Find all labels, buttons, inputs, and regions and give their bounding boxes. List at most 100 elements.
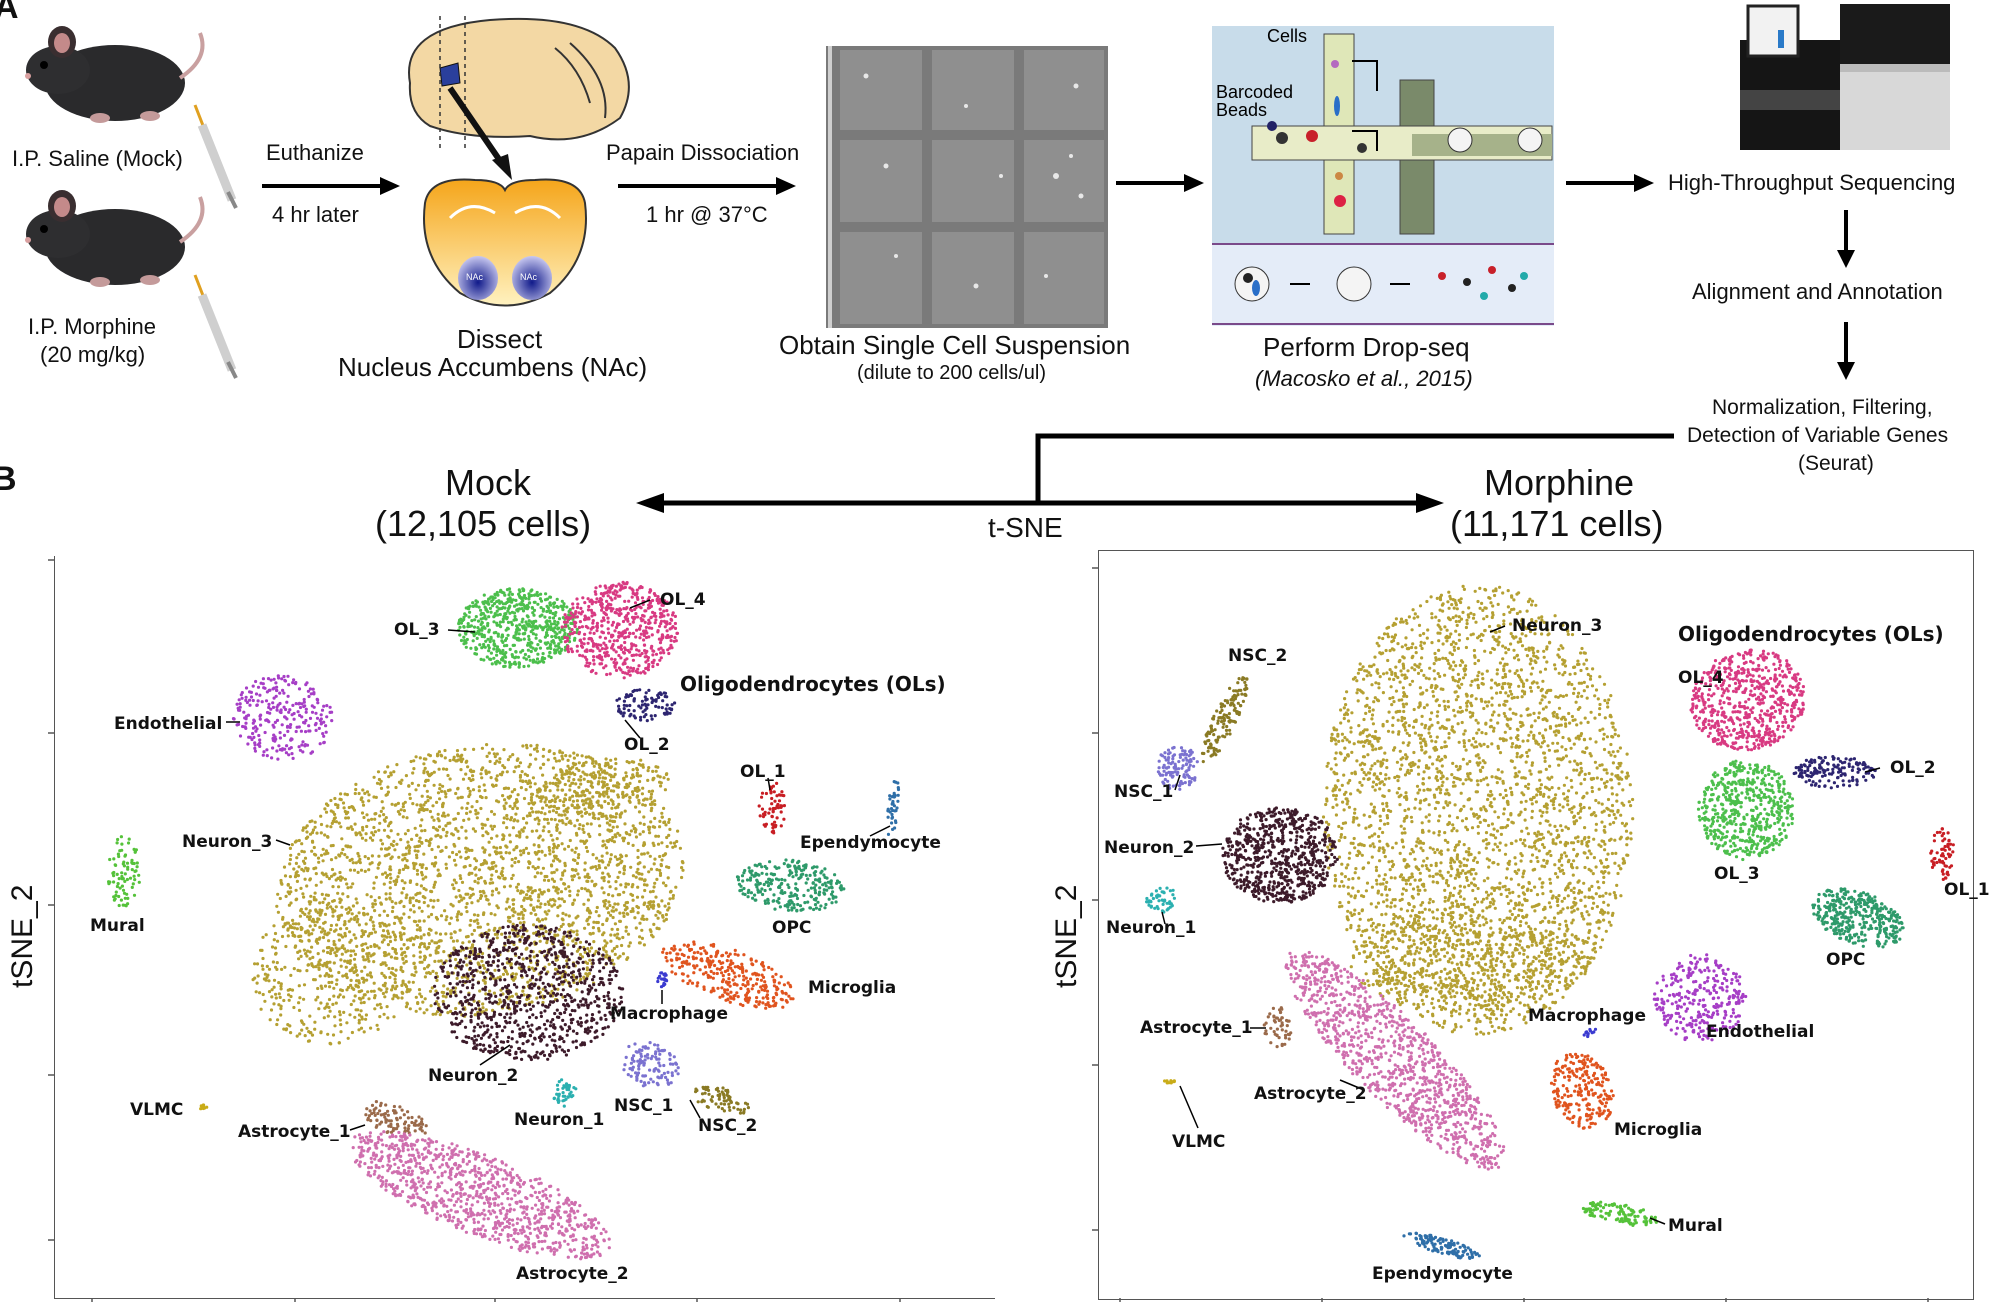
mock-treatment-label: I.P. Saline (Mock) — [12, 146, 183, 171]
mock-cluster-neuron1 — [552, 1078, 578, 1108]
single-cell-suspension-label: Obtain Single Cell Suspension — [779, 330, 1131, 360]
arrow-to-dropseq-icon — [1116, 174, 1204, 192]
morphine-cluster-ependymocyte — [1402, 1231, 1481, 1260]
mock-label-ols: Oligodendrocytes (OLs) — [680, 672, 946, 696]
mock-cluster-astrocyte2 — [351, 1130, 611, 1261]
mock-leader-nsc2 — [689, 1099, 701, 1119]
arrow-papain-icon — [618, 177, 796, 195]
mock-leader-ol1 — [767, 777, 771, 791]
morphine-cell-count: (11,171 cells) — [1450, 503, 1664, 544]
mock-cell-count: (12,105 cells) — [375, 503, 592, 544]
dropseq-beads-label1: Barcoded — [1216, 82, 1293, 102]
morphine-label-ol2: OL_2 — [1890, 758, 1936, 778]
morphine-label-macrophage: Macrophage — [1528, 1006, 1646, 1026]
morphine-cluster-endothelial — [1652, 953, 1748, 1042]
morphine-leader-astrocyte2 — [1339, 1079, 1365, 1091]
morphine-cluster-mural — [1581, 1200, 1658, 1227]
mock-cluster-neuron3 — [275, 743, 685, 1018]
mock-cluster-ol4 — [560, 580, 680, 680]
mock-cluster-ol1 — [757, 781, 787, 835]
morphine-tsne-plot — [1098, 550, 1974, 1300]
mock-title: Mock — [445, 462, 532, 503]
mock-label-ol1: OL_1 — [740, 762, 786, 782]
morphine-treatment-label: I.P. Morphine — [28, 314, 157, 339]
mock-cluster-macrophage — [656, 971, 669, 989]
morphine-cluster-nsc1 — [1156, 745, 1199, 791]
mock-label-astrocyte2: Astrocyte_2 — [516, 1264, 629, 1284]
arrow-to-alignment-icon — [1837, 210, 1855, 268]
dropseq-cells-label: Cells — [1267, 26, 1307, 46]
mock-tsne-plot — [54, 556, 995, 1299]
normalization-label-2: Detection of Variable Genes — [1687, 424, 1949, 447]
mock-label-vlmc: VLMC — [130, 1100, 184, 1120]
mock-label-opc: OPC — [772, 918, 812, 938]
morphine-cluster-nsc2 — [1200, 676, 1249, 764]
morphine-leader-vlmc — [1179, 1085, 1199, 1129]
morphine-leader-neuron3 — [1489, 625, 1506, 633]
morphine-cluster-neuron3 — [1321, 584, 1635, 1036]
morphine-label-ol4: OL_4 — [1678, 668, 1724, 688]
morphine-leader-ol2 — [1864, 767, 1881, 773]
mock-label-neuron3: Neuron_3 — [182, 832, 273, 852]
morphine-label-microglia: Microglia — [1614, 1120, 1703, 1140]
morphine-label-opc: OPC — [1826, 950, 1866, 970]
alignment-label: Alignment and Annotation — [1692, 279, 1943, 304]
mock-label-ependymocyte: Ependymocyte — [800, 833, 941, 853]
morphine-leader-mural — [1649, 1217, 1666, 1225]
mock-label-nsc2: NSC_2 — [698, 1116, 758, 1136]
mock-leader-neuron3 — [275, 839, 291, 846]
mock-label-neuron2: Neuron_2 — [428, 1066, 519, 1086]
mock-leader-neuron2 — [479, 1044, 511, 1066]
mock-leader-ol4 — [629, 599, 651, 609]
mock-cluster-mural — [107, 835, 141, 908]
morphine-label-astrocyte2: Astrocyte_2 — [1254, 1084, 1367, 1104]
mouse-mock-icon — [25, 26, 205, 123]
mock-cluster-ol2 — [615, 688, 677, 723]
sequencer-icon — [1740, 4, 1950, 150]
mock-label-endothelial: Endothelial — [114, 714, 223, 734]
arrow-to-sequencing-icon — [1566, 174, 1654, 192]
mock-label-ol4: OL_4 — [660, 590, 706, 610]
morphine-cluster-ol1 — [1929, 827, 1955, 882]
mock-leader-ol2 — [624, 719, 641, 739]
brain-icon: NAc NAc — [408, 16, 630, 307]
morphine-cluster-ol2 — [1792, 755, 1877, 790]
morphine-leader-nsc1 — [1174, 774, 1181, 791]
mock-cluster-ependymocyte — [886, 780, 901, 837]
nac-right-label: NAc — [520, 272, 538, 282]
morphine-label-ols: Oligodendrocytes (OLs) — [1678, 622, 1944, 646]
morphine-label-ol1: OL_1 — [1944, 880, 1990, 900]
mock-cluster-nsc1 — [622, 1041, 680, 1088]
mock-cluster-nsc2 — [694, 1085, 751, 1115]
morphine-cluster-neuron2 — [1221, 806, 1339, 904]
morphine-label-nsc1: NSC_1 — [1114, 782, 1174, 802]
mock-label-ol3: OL_3 — [394, 620, 440, 640]
arrow-to-normalization-icon — [1837, 322, 1855, 380]
cell-suspension-grid — [826, 46, 1108, 328]
euthanize-label: Euthanize — [266, 140, 364, 165]
mouse-morphine-icon — [25, 190, 205, 287]
mock-leader-astrocyte1 — [349, 1124, 366, 1131]
arrow-euthanize-icon — [262, 177, 400, 195]
morphine-label-endothelial: Endothelial — [1706, 1022, 1815, 1042]
morphine-label-neuron2: Neuron_2 — [1104, 838, 1195, 858]
normalization-label-3: (Seurat) — [1798, 452, 1874, 475]
morphine-label-astrocyte1: Astrocyte_1 — [1140, 1018, 1253, 1038]
morphine-cluster-opc — [1811, 887, 1905, 949]
morphine-cluster-ol3 — [1696, 759, 1795, 862]
mock-cluster-opc — [735, 858, 846, 913]
morphine-cluster-vlmc — [1163, 1079, 1176, 1085]
nac-left-label: NAc — [466, 272, 484, 282]
mock-leader-ol3 — [447, 629, 476, 633]
morphine-cluster-ol4 — [1689, 648, 1805, 752]
morphine-label-vlmc: VLMC — [1172, 1132, 1226, 1152]
morphine-title: Morphine — [1484, 462, 1635, 503]
morphine-cluster-astrocyte1 — [1262, 1006, 1293, 1049]
mock-leader-ependymocyte — [869, 825, 891, 837]
dropseq-schematic: Cells Barcoded Beads — [1212, 26, 1554, 326]
dropseq-label: Perform Drop-seq — [1263, 332, 1470, 362]
morphine-label-neuron3: Neuron_3 — [1512, 616, 1603, 636]
